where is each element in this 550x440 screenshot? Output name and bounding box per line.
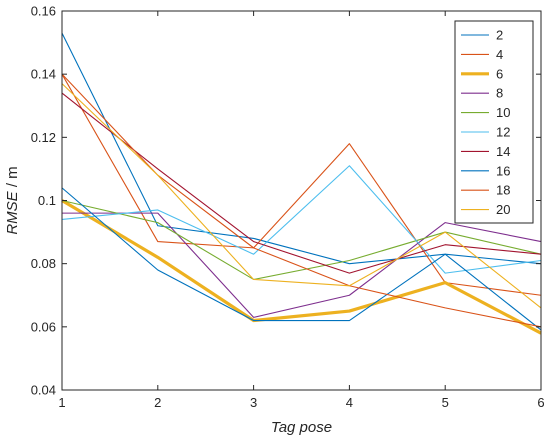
legend-entry-10: 10 <box>461 105 510 120</box>
legend-label: 16 <box>496 163 510 178</box>
series-line-12 <box>61 165 542 274</box>
x-tick-label: 1 <box>58 395 65 410</box>
series-lines <box>61 32 542 335</box>
y-tick-label: 0.1 <box>38 193 56 208</box>
legend-entry-8: 8 <box>461 86 503 101</box>
legend-label: 6 <box>496 66 503 81</box>
legend-label: 8 <box>496 86 503 101</box>
legend-label: 10 <box>496 105 510 120</box>
y-tick-label: 0.16 <box>31 4 56 19</box>
series-line-2 <box>61 32 542 265</box>
legend-label: 12 <box>496 125 510 140</box>
legend-entry-20: 20 <box>461 202 510 217</box>
series-line-14 <box>61 92 542 274</box>
legend-label: 2 <box>496 28 503 43</box>
legend-entry-18: 18 <box>461 183 510 198</box>
axis-ticks: 1 2 3 4 5 60.040.060.080.10.120.140.16 <box>31 4 545 411</box>
legend-entry-16: 16 <box>461 163 510 178</box>
legend-entry-4: 4 <box>461 47 503 62</box>
series-line-8 <box>62 212 542 318</box>
y-tick-label: 0.04 <box>31 383 56 398</box>
legend-entry-14: 14 <box>461 144 510 159</box>
series-line-20 <box>61 83 542 309</box>
x-tick-label: 4 <box>346 395 353 410</box>
y-tick-label: 0.08 <box>31 256 56 271</box>
legend-label: 14 <box>496 144 510 159</box>
y-tick-label: 0.14 <box>31 67 56 82</box>
legend-entry-6: 6 <box>461 66 503 81</box>
x-tick-label: 3 <box>250 395 257 410</box>
series-line-16 <box>61 187 542 331</box>
x-tick-label: 5 <box>442 395 449 410</box>
y-axis-title: RMSE / m <box>4 166 21 234</box>
y-axis-title-italic: RMSE <box>4 190 21 234</box>
x-tick-label: 6 <box>537 395 544 410</box>
legend-label: 18 <box>496 183 510 198</box>
legend-entry-2: 2 <box>461 28 503 43</box>
legend: 2 4 6 8 10 12 14 16 18 20 <box>454 20 534 224</box>
y-tick-label: 0.12 <box>31 130 56 145</box>
y-tick-label: 0.06 <box>31 319 56 334</box>
x-tick-label: 2 <box>154 395 161 410</box>
series-line-10 <box>61 199 542 281</box>
legend-entry-12: 12 <box>461 125 510 140</box>
legend-label: 20 <box>496 202 510 217</box>
series-line-6 <box>61 199 542 335</box>
legend-label: 4 <box>496 47 503 62</box>
series-line-18 <box>61 73 542 328</box>
y-axis-title-unit: / m <box>4 166 21 191</box>
legend-box <box>454 20 534 224</box>
x-axis-title: Tag pose <box>271 419 332 436</box>
